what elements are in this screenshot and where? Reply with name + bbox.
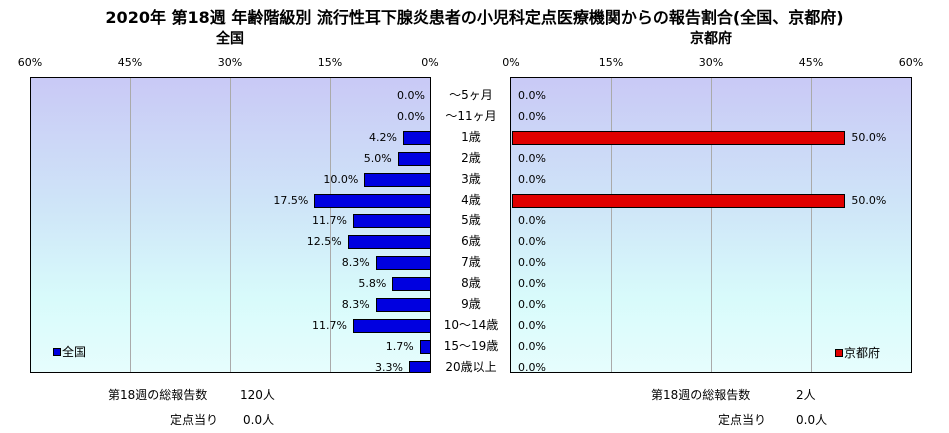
value-label-national: 11.7% xyxy=(312,214,347,228)
left-total-label: 第18週の総報告数 xyxy=(108,388,208,402)
bar-national xyxy=(397,151,430,166)
value-label-national: 17.5% xyxy=(273,193,309,207)
left-x-tick: 30% xyxy=(217,56,243,69)
category-label: 1歳 xyxy=(461,129,481,144)
right-per-label: 定点当り xyxy=(718,413,767,427)
value-label-national: 11.7% xyxy=(312,318,347,332)
left-x-tick: 0% xyxy=(421,56,439,69)
category-label: 2歳 xyxy=(461,150,481,165)
value-label-national: 5.0% xyxy=(363,151,392,165)
bar-national xyxy=(364,172,430,187)
right-x-tick: 0% xyxy=(502,56,520,69)
value-label-national: 12.5% xyxy=(306,235,342,249)
left-per-value: 0.0人 xyxy=(243,413,275,427)
left-legend: 全国 xyxy=(53,343,86,360)
right-gridline xyxy=(611,78,612,372)
value-label-kyoto: 0.0% xyxy=(518,214,546,228)
category-label: 4歳 xyxy=(461,192,481,207)
value-label-national: 0.0% xyxy=(397,89,425,102)
left-gridline xyxy=(130,78,131,372)
value-label-kyoto: 0.0% xyxy=(518,151,546,165)
value-label-national: 10.0% xyxy=(323,172,359,186)
left-per-label: 定点当り xyxy=(170,413,219,427)
value-label-kyoto: 0.0% xyxy=(518,277,546,291)
left-x-tick: 15% xyxy=(317,56,343,69)
value-label-kyoto: 50.0% xyxy=(851,193,887,207)
right-chart-title: 京都府 xyxy=(690,31,732,47)
legend-swatch-kyoto xyxy=(835,348,843,357)
bar-kyoto xyxy=(512,193,846,208)
bar-national xyxy=(353,318,430,333)
bar-kyoto xyxy=(512,130,846,145)
category-label: 20歳以上 xyxy=(445,359,497,374)
bar-national xyxy=(392,277,430,292)
chart-title: 2020年 第18週 年齢階級別 流行性耳下腺炎患者の小児科定点医療機関からの報… xyxy=(105,8,844,27)
value-label-kyoto: 0.0% xyxy=(518,339,546,353)
right-plot-area: 京都府 0.0% 0.0% 50.0% 0.0% 0.0% 50.0% 0.0% 0.0% 0.… xyxy=(510,77,912,373)
value-label-kyoto: 0.0% xyxy=(518,318,546,332)
right-per-value: 0.0人 xyxy=(796,413,828,427)
left-chart-title: 全国 xyxy=(216,31,244,47)
right-gridline xyxy=(811,78,812,372)
category-label: 3歳 xyxy=(461,171,481,186)
right-total-value: 2人 xyxy=(796,388,816,402)
value-label-national: 3.3% xyxy=(375,360,403,373)
left-plot-area: 全国 0.0% 0.0% 4.2% 5.0% 10.0% 17.5% 11.7% 12.5% 8… xyxy=(30,77,431,373)
right-x-tick: 60% xyxy=(898,56,924,69)
category-label: 6歳 xyxy=(461,234,481,249)
legend-swatch-national xyxy=(53,347,61,356)
value-label-national: 8.3% xyxy=(341,256,370,270)
bar-national xyxy=(314,193,430,208)
value-label-kyoto: 0.0% xyxy=(518,89,546,102)
left-total-value: 120人 xyxy=(240,388,275,402)
value-label-kyoto: 0.0% xyxy=(518,172,546,186)
legend-label-national: 全国 xyxy=(62,345,87,359)
value-label-kyoto: 0.0% xyxy=(518,360,546,373)
value-label-national: 4.2% xyxy=(369,130,397,144)
value-label-national: 1.7% xyxy=(385,339,414,353)
value-label-kyoto: 0.0% xyxy=(518,256,546,270)
right-legend: 京都府 xyxy=(835,344,880,361)
category-label: 5歳 xyxy=(461,213,481,228)
left-x-tick: 60% xyxy=(17,56,43,69)
value-label-national: 0.0% xyxy=(397,109,425,123)
bar-national xyxy=(375,256,430,271)
right-total-label: 第18週の総報告数 xyxy=(651,388,751,402)
left-x-tick: 45% xyxy=(117,56,143,69)
value-label-national: 5.8% xyxy=(358,277,387,291)
value-label-kyoto: 0.0% xyxy=(518,109,546,123)
value-label-kyoto: 0.0% xyxy=(518,235,546,249)
category-label: 8歳 xyxy=(461,276,481,291)
category-label: ～5ヶ月 xyxy=(449,88,493,102)
bar-national xyxy=(419,339,430,354)
right-x-tick: 15% xyxy=(598,56,624,69)
left-gridline xyxy=(230,78,231,372)
left-gridline xyxy=(330,78,331,372)
bar-national xyxy=(409,360,430,372)
bar-national xyxy=(375,298,430,312)
right-x-tick: 30% xyxy=(698,56,724,69)
value-label-national: 8.3% xyxy=(341,298,370,311)
bar-national xyxy=(403,130,430,145)
legend-label-kyoto: 京都府 xyxy=(844,346,881,360)
bar-national xyxy=(353,214,430,229)
category-label: 9歳 xyxy=(461,297,481,311)
category-label: 10～14歳 xyxy=(443,317,499,332)
bar-national xyxy=(347,235,430,250)
category-label: ～11ヶ月 xyxy=(445,108,497,123)
category-label: 15～19歳 xyxy=(443,338,499,353)
value-label-kyoto: 50.0% xyxy=(851,130,887,144)
category-label: 7歳 xyxy=(461,255,481,270)
right-x-tick: 45% xyxy=(798,56,824,69)
right-gridline xyxy=(711,78,712,372)
value-label-kyoto: 0.0% xyxy=(518,298,546,311)
